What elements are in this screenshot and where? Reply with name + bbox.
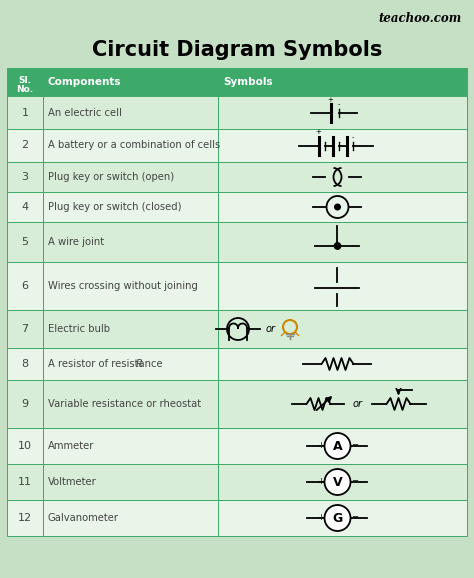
Text: 4: 4 [21,202,28,212]
Bar [43,129,218,162]
Text: or: or [266,324,276,334]
Text: Wires crossing without joining: Wires crossing without joining [48,281,198,291]
Text: Galvanometer: Galvanometer [48,513,119,523]
Bar [7,464,43,500]
Text: No.: No. [17,85,34,94]
Bar [7,262,43,310]
Text: or: or [353,399,363,409]
Bar [43,310,218,348]
Text: teachoo.com: teachoo.com [379,12,462,25]
Text: Electric bulb: Electric bulb [48,324,110,334]
Text: −: − [351,513,358,521]
Text: 9: 9 [21,399,28,409]
Bar [7,96,43,129]
Circle shape [335,204,340,210]
Text: G: G [332,512,343,525]
Bar [218,380,467,428]
Text: 2: 2 [21,140,28,150]
Circle shape [325,433,350,459]
Text: 5: 5 [21,237,28,247]
Text: A resistor of resistance: A resistor of resistance [48,359,166,369]
Text: R: R [136,359,143,369]
Text: 12: 12 [18,513,32,523]
Text: Sl.: Sl. [18,76,31,85]
Bar [218,192,467,222]
Bar [7,192,43,222]
Bar [43,192,218,222]
Bar [7,162,43,192]
Bar [43,428,218,464]
Text: 1: 1 [21,108,28,117]
Bar [218,310,467,348]
Bar [218,162,467,192]
Text: +: + [317,476,324,486]
Bar [7,310,43,348]
Bar [218,464,467,500]
Text: 10: 10 [18,441,32,451]
Text: Components: Components [48,77,121,87]
Text: +: + [317,440,324,450]
Text: -: - [351,135,354,140]
Bar [43,222,218,262]
Bar [43,464,218,500]
Text: V: V [333,476,342,489]
Bar [218,222,467,262]
Bar [7,428,43,464]
Bar [218,500,467,536]
Bar [218,348,467,380]
Text: 6: 6 [21,281,28,291]
Bar [218,68,467,96]
Bar [7,129,43,162]
Bar [7,222,43,262]
Text: 8: 8 [21,359,28,369]
Text: A: A [333,440,342,453]
Text: Symbols: Symbols [223,77,273,87]
Text: −: − [351,440,358,450]
Text: Ammeter: Ammeter [48,441,94,451]
Bar [218,428,467,464]
Text: +: + [328,97,333,102]
Text: Voltmeter: Voltmeter [48,477,97,487]
Bar [43,380,218,428]
Bar [43,500,218,536]
Bar [218,129,467,162]
Text: A wire joint: A wire joint [48,237,104,247]
Text: −: − [351,476,358,486]
Bar [43,348,218,380]
Text: 7: 7 [21,324,28,334]
Bar [7,348,43,380]
Text: 3: 3 [21,172,28,182]
Bar [43,262,218,310]
Bar [43,162,218,192]
Text: Plug key or switch (closed): Plug key or switch (closed) [48,202,182,212]
Text: +: + [316,129,321,135]
Circle shape [325,469,350,495]
Bar [218,262,467,310]
Circle shape [325,505,350,531]
Text: Variable resistance or rheostat: Variable resistance or rheostat [48,399,201,409]
Text: An electric cell: An electric cell [48,108,122,117]
Text: 11: 11 [18,477,32,487]
Text: A battery or a combination of cells: A battery or a combination of cells [48,140,220,150]
Text: Plug key or switch (open): Plug key or switch (open) [48,172,174,182]
Bar [7,68,43,96]
Circle shape [334,243,341,249]
Text: -: - [337,102,340,108]
Bar [43,68,218,96]
Bar [7,500,43,536]
Bar [43,96,218,129]
Text: +: + [317,513,324,521]
Text: Circuit Diagram Symbols: Circuit Diagram Symbols [92,40,382,60]
Bar [7,380,43,428]
Bar [218,96,467,129]
